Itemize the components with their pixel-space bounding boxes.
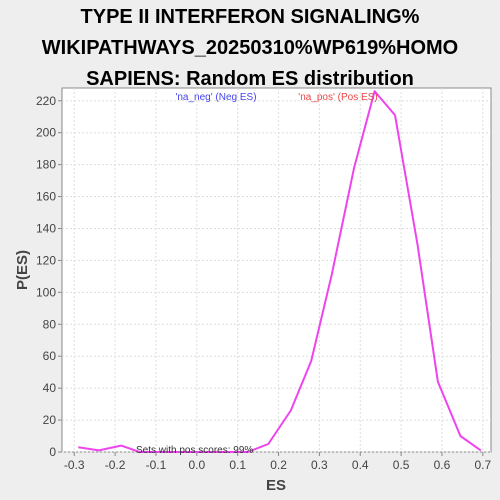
grid-lines [62, 88, 491, 453]
y-tick-label: 160 [36, 190, 56, 204]
x-tick-label: 0.6 [434, 458, 451, 472]
x-tick-label: -0.2 [105, 458, 126, 472]
y-tick-label: 120 [36, 253, 56, 267]
chart-title: TYPE II INTERFERON SIGNALING% WIKIPATHWA… [0, 2, 500, 95]
y-tick-label: 100 [36, 285, 56, 299]
x-tick-label: 0.3 [311, 458, 328, 472]
legend-neg-label: 'na_neg' (Neg ES) [175, 92, 256, 103]
series-group [78, 90, 482, 453]
x-tick-label: 0.7 [474, 458, 491, 472]
series-line [78, 90, 482, 453]
x-tick-label: 0.5 [393, 458, 410, 472]
x-tick-label: -0.1 [146, 458, 167, 472]
chart-title-line-3: SAPIENS: Random ES distribution [86, 68, 414, 90]
x-tick-label: 0.4 [352, 458, 369, 472]
sets-with-pos-scores-note: Sets with pos scores: 99% [136, 445, 253, 456]
x-axis-ticks: -0.3 -0.2 -0.1 0.0 0.1 0.2 0.3 0.4 0.5 0.6 0.7 [64, 452, 491, 472]
y-axis-label: P(ES) [14, 250, 31, 290]
y-tick-label: 80 [43, 317, 57, 331]
y-tick-label: 40 [43, 381, 57, 395]
y-tick-label: 180 [36, 158, 56, 172]
x-tick-label: -0.3 [64, 458, 85, 472]
x-axis-label: ES [266, 477, 286, 494]
x-tick-label: 0.0 [188, 458, 205, 472]
y-tick-label: 60 [43, 349, 57, 363]
legend-pos-label: 'na_pos' (Pos ES) [298, 92, 377, 103]
x-tick-label: 0.1 [229, 458, 246, 472]
x-tick-label: 0.2 [270, 458, 287, 472]
y-tick-label: 140 [36, 221, 56, 235]
plot-area [61, 87, 492, 453]
y-axis-ticks: 0 20 40 60 80 100 120 140 160 180 200 220 [36, 94, 62, 459]
y-tick-label: 20 [43, 413, 57, 427]
chart-title-line-1: TYPE II INTERFERON SIGNALING% [80, 6, 420, 28]
y-tick-label: 220 [36, 94, 56, 108]
y-tick-label: 0 [49, 445, 56, 459]
chart-title-line-2: WIKIPATHWAYS_20250310%WP619%HOMO [41, 37, 459, 59]
y-tick-label: 200 [36, 126, 56, 140]
